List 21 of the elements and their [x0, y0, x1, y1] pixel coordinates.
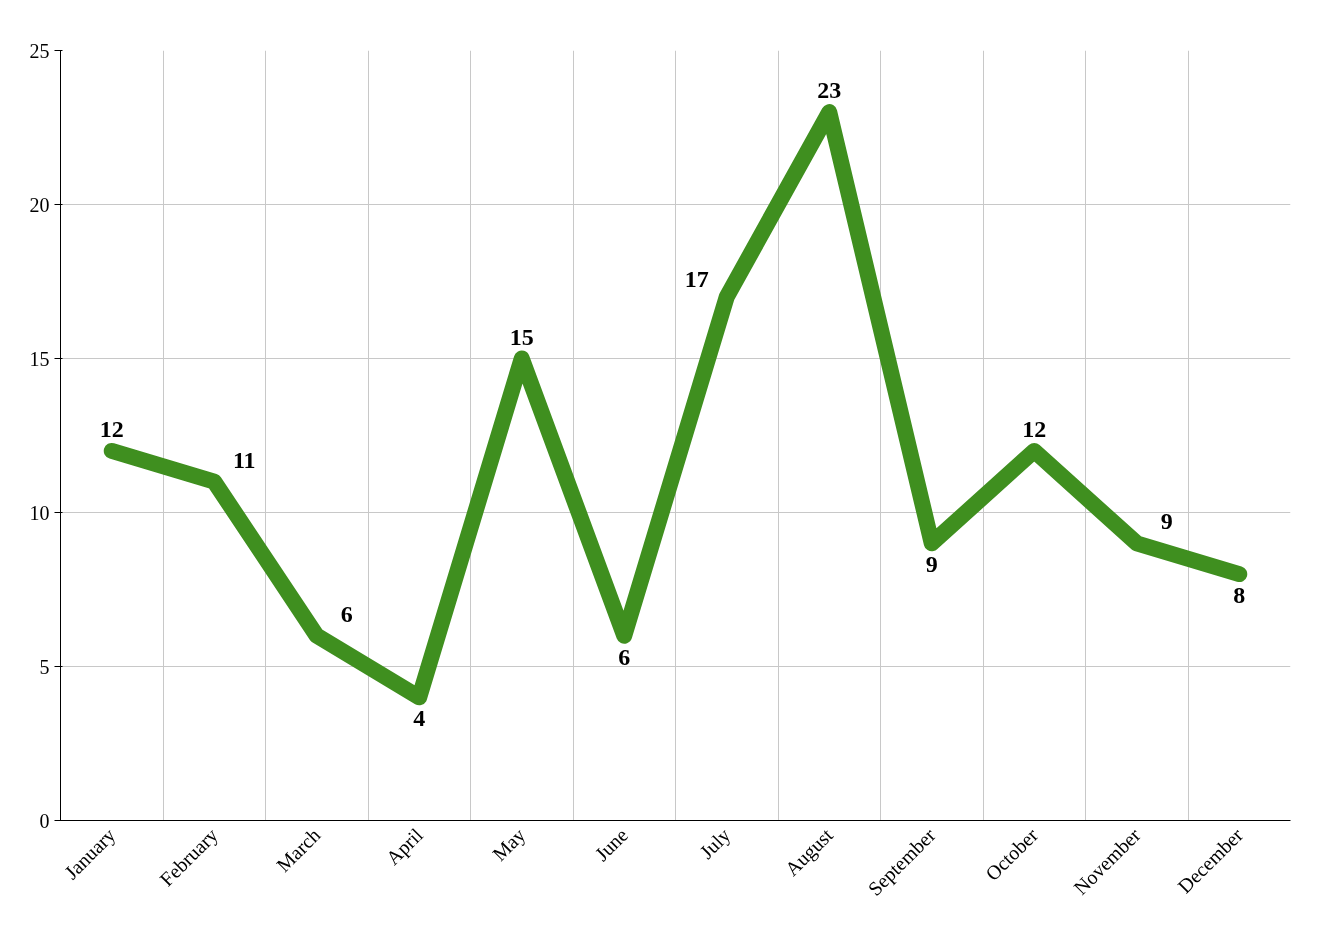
- data-label: 23: [817, 77, 842, 104]
- data-label: 4: [413, 705, 426, 732]
- data-label: 8: [1233, 582, 1246, 609]
- y-tick-label: 0: [39, 809, 50, 832]
- data-label: 12: [1022, 415, 1047, 442]
- data-label: 17: [684, 265, 709, 292]
- data-label: 9: [925, 551, 938, 578]
- data-label: 6: [618, 643, 631, 670]
- y-tick-label: 5: [39, 655, 50, 678]
- data-label: 12: [99, 415, 124, 442]
- data-label: 15: [509, 323, 534, 350]
- x-tick-label: May: [488, 823, 531, 866]
- x-tick-label: June: [590, 823, 633, 866]
- y-tick-label: 20: [29, 193, 50, 216]
- data-label: 11: [232, 446, 256, 473]
- y-tick-label: 10: [29, 501, 50, 524]
- data-label: 9: [1160, 508, 1173, 535]
- y-tick-label: 15: [29, 347, 50, 370]
- x-tick-label: July: [695, 823, 736, 864]
- data-label: 6: [340, 600, 353, 627]
- y-tick-label: 25: [29, 39, 50, 62]
